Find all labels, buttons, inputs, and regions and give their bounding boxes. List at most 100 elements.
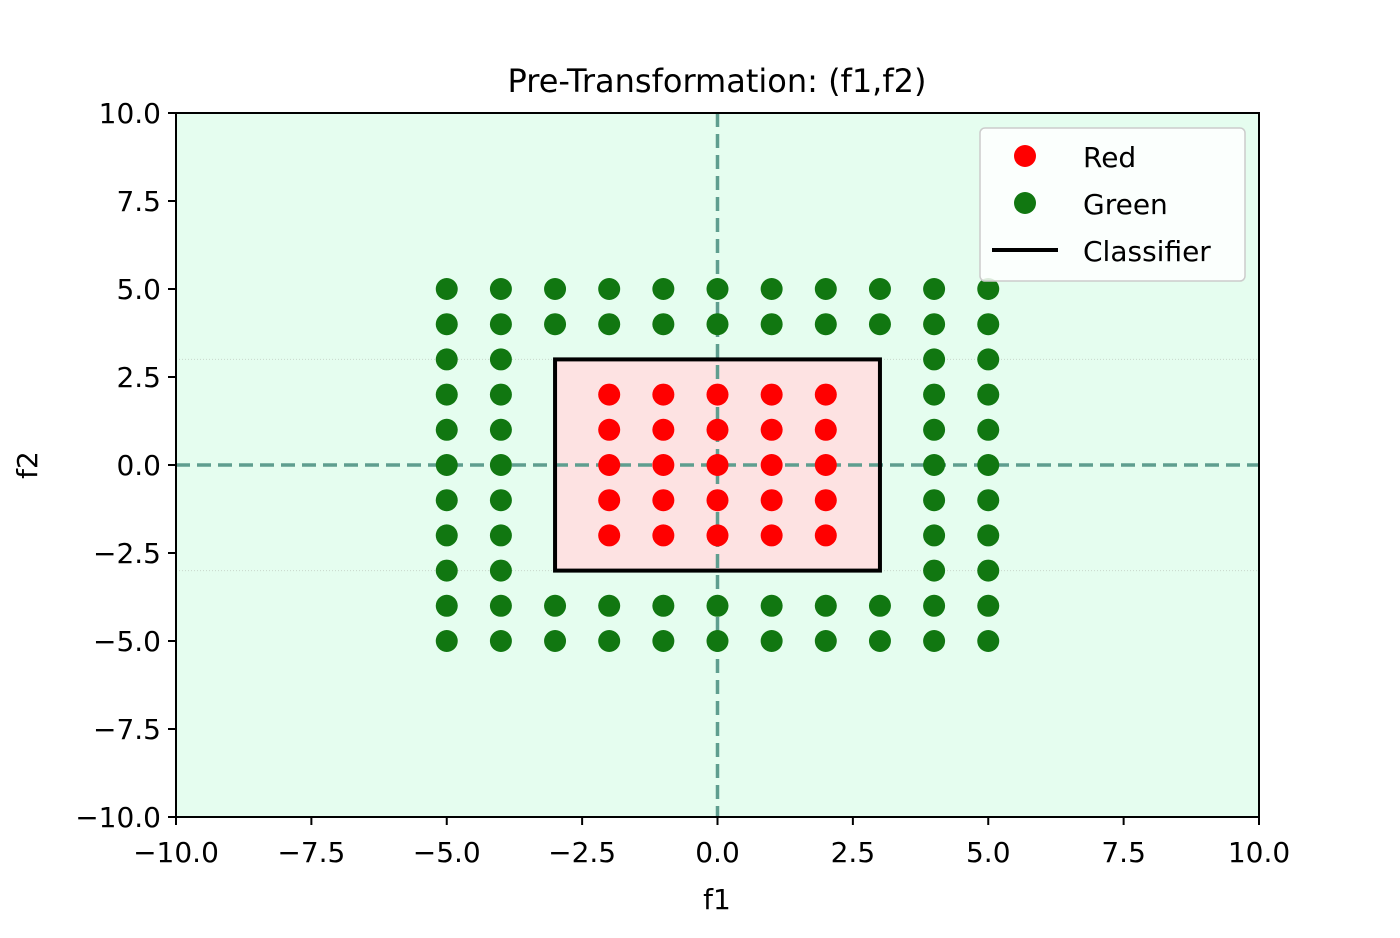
point-green-40 (923, 489, 946, 512)
point-green-62 (489, 630, 512, 652)
point-green-51 (489, 594, 512, 617)
point-green-69 (868, 630, 891, 652)
point-green-17 (760, 313, 783, 336)
point-green-33 (977, 418, 1000, 441)
classifier-boundary (553, 357, 882, 573)
point-green-9 (923, 278, 946, 300)
point-green-27 (489, 383, 512, 406)
point-green-63 (544, 630, 567, 652)
x-tick-label-8: 10.0 (1228, 836, 1290, 869)
y-tick-label-4: 0.0 (116, 449, 161, 482)
point-green-11 (435, 313, 458, 336)
legend: Red Green Classifier (979, 127, 1246, 282)
point-green-39 (489, 489, 512, 512)
x-tick-label-7: 7.5 (1101, 836, 1146, 869)
x-tick-label-5: 2.5 (831, 836, 876, 869)
point-green-59 (923, 594, 946, 617)
point-green-28 (923, 383, 946, 406)
point-green-35 (489, 454, 512, 476)
point-red-11 (652, 454, 675, 476)
x-tick-label-0: −10.0 (133, 836, 219, 869)
point-green-22 (435, 348, 458, 371)
x-tick-label-6: 5.0 (966, 836, 1011, 869)
y-tick-label-2: −5.0 (93, 625, 161, 658)
point-green-49 (977, 559, 1000, 582)
point-green-38 (435, 489, 458, 512)
point-red-22 (706, 524, 729, 547)
point-green-12 (489, 313, 512, 336)
point-green-60 (977, 594, 1000, 617)
point-green-13 (544, 313, 567, 336)
point-green-5 (706, 278, 729, 300)
point-green-50 (435, 594, 458, 617)
point-red-2 (706, 383, 729, 406)
point-green-57 (814, 594, 837, 617)
point-green-20 (923, 313, 946, 336)
point-green-0 (435, 278, 458, 300)
point-green-14 (598, 313, 621, 336)
point-red-5 (598, 418, 621, 441)
point-green-65 (652, 630, 675, 652)
point-green-44 (923, 524, 946, 547)
point-green-68 (814, 630, 837, 652)
point-green-41 (977, 489, 1000, 512)
point-green-47 (489, 559, 512, 582)
y-tick-label-6: 5.0 (116, 273, 161, 306)
point-red-4 (814, 383, 837, 406)
y-tick-label-5: 2.5 (116, 361, 161, 394)
point-red-10 (598, 454, 621, 476)
point-green-52 (544, 594, 567, 617)
point-red-12 (706, 454, 729, 476)
point-green-54 (652, 594, 675, 617)
point-red-14 (814, 454, 837, 476)
point-green-7 (814, 278, 837, 300)
point-red-23 (760, 524, 783, 547)
point-green-32 (923, 418, 946, 441)
point-green-53 (598, 594, 621, 617)
point-red-8 (760, 418, 783, 441)
point-green-3 (598, 278, 621, 300)
legend-label-green: Green (1083, 188, 1168, 221)
legend-label-classifier: Classifier (1083, 235, 1211, 268)
point-green-8 (868, 278, 891, 300)
point-red-0 (598, 383, 621, 406)
point-red-18 (760, 489, 783, 512)
point-green-66 (706, 630, 729, 652)
legend-marker-red (1014, 145, 1036, 167)
point-green-70 (923, 630, 946, 652)
point-green-36 (923, 454, 946, 476)
point-green-30 (435, 418, 458, 441)
point-red-21 (652, 524, 675, 547)
legend-marker-green (1014, 192, 1036, 214)
point-green-26 (435, 383, 458, 406)
point-green-19 (868, 313, 891, 336)
point-red-7 (706, 418, 729, 441)
point-green-37 (977, 454, 1000, 476)
point-red-16 (652, 489, 675, 512)
point-green-67 (760, 630, 783, 652)
point-green-25 (977, 348, 1000, 371)
point-green-10 (977, 278, 1000, 300)
point-red-17 (706, 489, 729, 512)
legend-label-red: Red (1083, 141, 1136, 174)
point-green-42 (435, 524, 458, 547)
point-red-20 (598, 524, 621, 547)
chart-title: Pre-Transformation: (f1,f2) (508, 62, 927, 100)
point-green-15 (652, 313, 675, 336)
x-tick-label-4: 0.0 (695, 836, 740, 869)
point-green-2 (544, 278, 567, 300)
point-green-18 (814, 313, 837, 336)
point-green-6 (760, 278, 783, 300)
point-red-13 (760, 454, 783, 476)
x-tick-label-2: −5.0 (413, 836, 481, 869)
point-green-29 (977, 383, 1000, 406)
point-red-1 (652, 383, 675, 406)
point-green-21 (977, 313, 1000, 336)
x-tick-label-1: −7.5 (277, 836, 345, 869)
point-green-23 (489, 348, 512, 371)
y-tick-label-8: 10.0 (99, 97, 161, 130)
point-red-9 (814, 418, 837, 441)
point-green-16 (706, 313, 729, 336)
